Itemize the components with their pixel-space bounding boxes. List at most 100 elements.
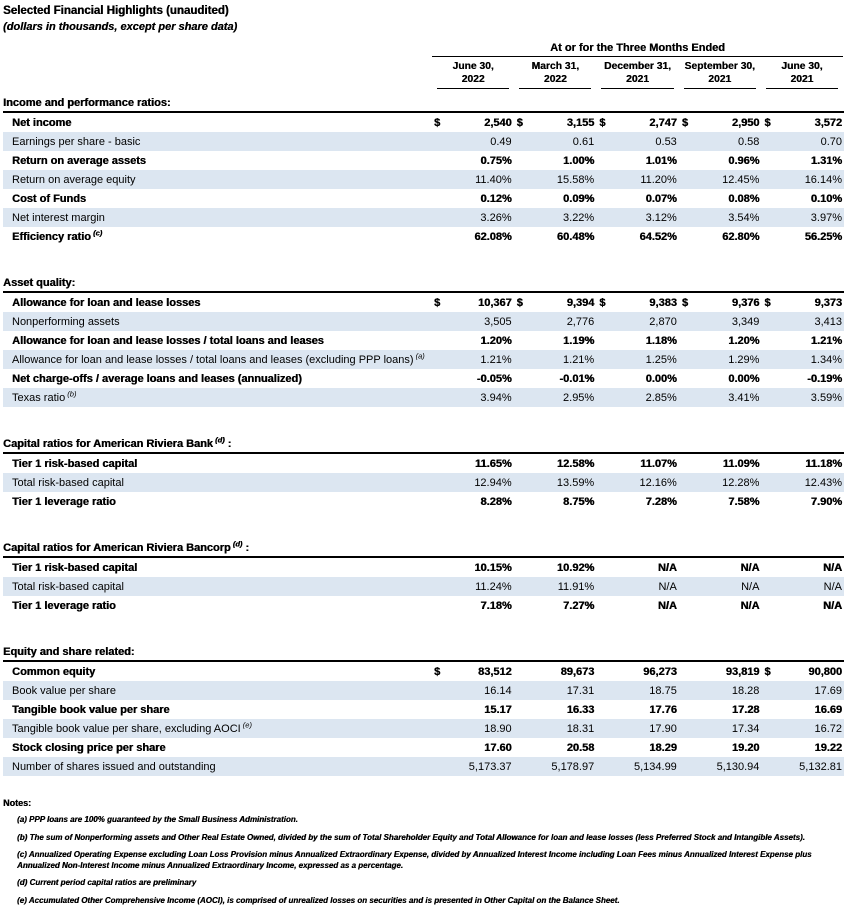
value-cell: N/A: [596, 562, 679, 574]
cell-value: 11.91%: [528, 581, 595, 593]
value-cell: 1.20%: [431, 335, 514, 347]
value-cell: 0.09%: [514, 193, 597, 205]
value-cell: 1.21%: [431, 354, 514, 366]
value-cell: 60.48%: [514, 231, 597, 243]
value-cell: 1.29%: [679, 354, 762, 366]
row-label-text: Efficiency ratio: [12, 231, 91, 243]
value-cell: 0.96%: [679, 155, 762, 167]
column-month: September 30,: [684, 60, 756, 73]
cell-value: 1.01%: [610, 155, 677, 167]
cell-value: 8.75%: [528, 496, 595, 508]
cell-value: N/A: [610, 562, 677, 574]
cell-value: 83,512: [445, 666, 512, 678]
dollar-sign: $: [764, 117, 775, 129]
cell-value: 17.31: [528, 685, 595, 697]
row-label: Allowance for loan and lease losses / to…: [3, 354, 431, 366]
value-cell: 89,673: [514, 666, 597, 678]
value-cell: 62.80%: [679, 231, 762, 243]
value-cell: 0.49: [431, 136, 514, 148]
label-column-spacer: [3, 42, 432, 89]
cell-value: 1.20%: [693, 335, 760, 347]
row-label: Total risk-based capital: [3, 581, 431, 593]
value-cell: 16.14: [431, 685, 514, 697]
value-cell: 0.53: [596, 136, 679, 148]
column-month: June 30,: [437, 60, 509, 73]
row-label-text: Common equity: [12, 666, 95, 678]
section-heading-text: Equity and share related:: [3, 646, 134, 658]
note-item: (b) The sum of Nonperforming assets and …: [3, 833, 835, 844]
cell-value: 5,130.94: [693, 761, 760, 773]
value-cell: 10.92%: [514, 562, 597, 574]
column-header: June 30,2021: [761, 57, 843, 89]
cell-value: 64.52%: [610, 231, 677, 243]
value-cell: 11.20%: [596, 174, 679, 186]
cell-value: 7.90%: [775, 496, 842, 508]
section-heading-footnote: (d): [213, 435, 225, 444]
value-cell: N/A: [596, 600, 679, 612]
cell-value: 10.92%: [528, 562, 595, 574]
value-cell: $9,376: [679, 297, 762, 309]
dollar-sign: $: [599, 297, 610, 309]
value-cell: 1.01%: [596, 155, 679, 167]
cell-value: 11.24%: [445, 581, 512, 593]
row-label-text: Tangible book value per share: [12, 704, 170, 716]
cell-value: 3,572: [775, 117, 842, 129]
row-label: Return on average assets: [3, 155, 431, 167]
value-cell: N/A: [679, 562, 762, 574]
cell-value: 16.14: [445, 685, 512, 697]
row-label-text: Earnings per share - basic: [12, 136, 140, 148]
column-year: 2022: [437, 73, 509, 86]
cell-value: 11.65%: [445, 458, 512, 470]
cell-value: 8.28%: [445, 496, 512, 508]
value-cell: 16.72: [761, 723, 844, 735]
value-cell: 18.31: [514, 723, 597, 735]
column-month: June 30,: [766, 60, 838, 73]
cell-value: 5,173.37: [445, 761, 512, 773]
cell-value: 9,394: [528, 297, 595, 309]
cell-value: 15.17: [445, 704, 512, 716]
cell-value: 11.20%: [610, 174, 677, 186]
dollar-sign: $: [434, 297, 445, 309]
value-cell: 7.18%: [431, 600, 514, 612]
cell-value: 0.58: [693, 136, 760, 148]
value-cell: 64.52%: [596, 231, 679, 243]
cell-value: 62.08%: [445, 231, 512, 243]
column-header: September 30,2021: [679, 57, 761, 89]
notes-list: (a) PPP loans are 100% guaranteed by the…: [3, 815, 844, 906]
cell-value: 12.94%: [445, 477, 512, 489]
cell-value: 1.25%: [610, 354, 677, 366]
cell-value: 5,134.99: [610, 761, 677, 773]
value-cell: 3.97%: [761, 212, 844, 224]
value-cell: 1.21%: [514, 354, 597, 366]
table-section: Equity and share related:Common equity$8…: [3, 646, 844, 776]
cell-value: N/A: [693, 600, 760, 612]
cell-value: 2,950: [693, 117, 760, 129]
cell-value: 2,747: [610, 117, 677, 129]
cell-value: 3,349: [693, 316, 760, 328]
value-cell: 2.95%: [514, 392, 597, 404]
table-row: Total risk-based capital 11.24% 11.91% N/A N…: [3, 577, 844, 596]
value-cell: 0.08%: [679, 193, 762, 205]
row-label: Tangible book value per share: [3, 704, 431, 716]
value-cell: 1.34%: [761, 354, 844, 366]
value-cell: $9,383: [596, 297, 679, 309]
value-cell: 19.20: [679, 742, 762, 754]
dollar-sign: $: [517, 297, 528, 309]
value-cell: 1.19%: [514, 335, 597, 347]
row-label-text: Tangible book value per share, excluding…: [12, 723, 241, 735]
cell-value: 3.26%: [445, 212, 512, 224]
column-header-text: March 31,2022: [519, 57, 591, 89]
value-cell: 11.24%: [431, 581, 514, 593]
cell-value: -0.01%: [528, 373, 595, 385]
value-cell: 12.43%: [761, 477, 844, 489]
cell-value: N/A: [775, 581, 842, 593]
value-cell: N/A: [679, 581, 762, 593]
value-cell: 17.34: [679, 723, 762, 735]
row-label-text: Number of shares issued and outstanding: [12, 761, 216, 773]
value-cell: 8.28%: [431, 496, 514, 508]
cell-value: 7.58%: [693, 496, 760, 508]
